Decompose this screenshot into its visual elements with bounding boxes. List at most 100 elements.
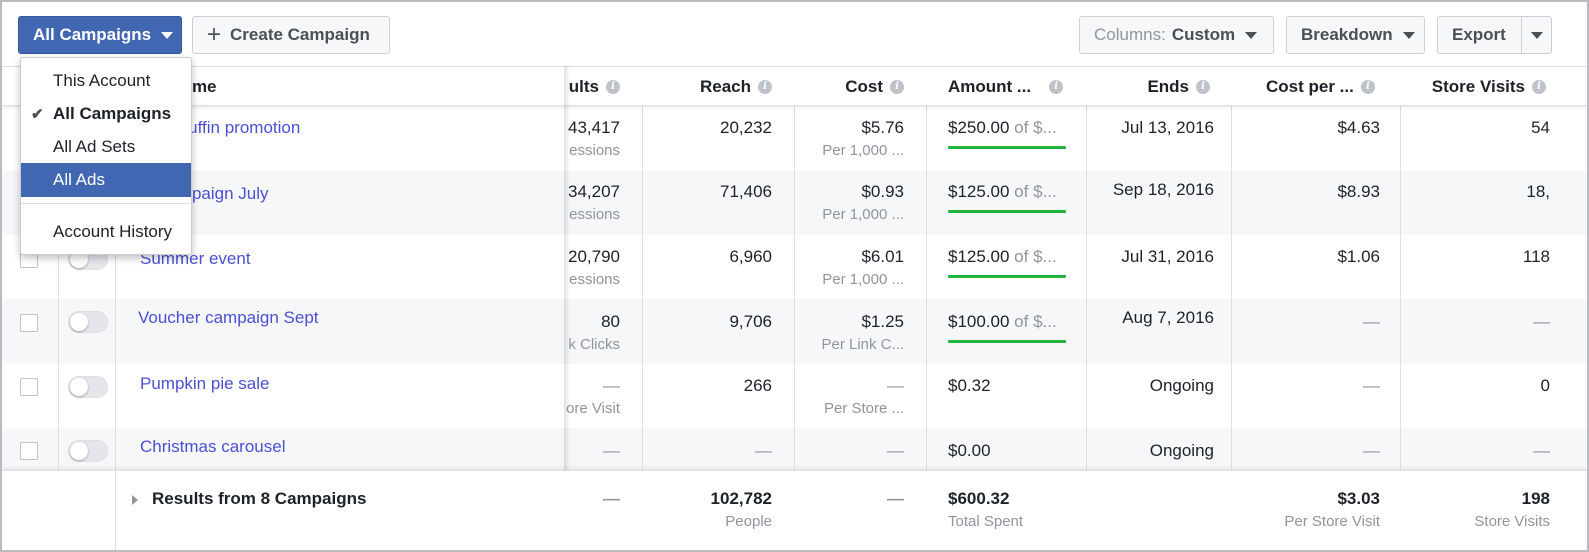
cost-per-value: — (1363, 312, 1380, 331)
header-label: ults (568, 77, 599, 96)
campaign-toggle[interactable] (68, 311, 108, 333)
store-visits-value: 18, (1526, 182, 1550, 201)
info-icon[interactable]: i (1049, 80, 1064, 94)
totals-store-visits-value: 198 (1521, 489, 1550, 508)
results-unit: essions (569, 206, 620, 223)
create-campaign-button[interactable]: + Create Campaign (192, 16, 390, 54)
breakdown-dropdown[interactable]: Breakdown (1286, 16, 1425, 54)
expand-triangle-icon[interactable] (132, 494, 138, 505)
totals-reach-value: 102,782 (710, 489, 772, 508)
campaign-name-link[interactable]: Pumpkin pie sale (140, 374, 270, 393)
amount-cell: $0.32 (948, 376, 991, 396)
cost-value: — (887, 376, 904, 395)
menu-item-account-history[interactable]: Account History (21, 215, 191, 249)
results-value: 34,207 (568, 182, 620, 201)
info-icon[interactable]: i (1532, 80, 1546, 94)
cost-value: $0.93 (861, 182, 904, 201)
info-icon[interactable]: i (758, 80, 772, 94)
export-label: Export (1452, 25, 1506, 44)
reach-value: — (755, 441, 772, 460)
amount-value: $125.00 (948, 182, 1010, 201)
menu-item-all-ad-sets[interactable]: All Ad Sets (21, 130, 191, 164)
menu-item-this-account[interactable]: This Account (21, 64, 191, 98)
results-cell: 43,417 essions (522, 118, 620, 159)
totals-reach-unit: People (725, 513, 772, 530)
column-header-ends[interactable]: Ends i (1092, 67, 1210, 107)
caret-down-icon (1531, 31, 1543, 39)
column-divider (1086, 66, 1087, 472)
plus-icon: + (207, 21, 222, 48)
row-checkbox[interactable] (20, 442, 38, 460)
cost-unit: Per Store ... (823, 400, 904, 417)
column-header-cost-per[interactable]: Cost per ... i (1266, 67, 1375, 107)
results-unit: essions (569, 271, 620, 288)
menu-item-all-ads[interactable]: All Ads (21, 163, 191, 197)
info-icon[interactable]: i (890, 80, 904, 94)
column-header-results[interactable]: ults i (562, 67, 620, 107)
column-header-cost[interactable]: Cost i (802, 67, 904, 107)
column-divider (926, 66, 927, 472)
info-icon[interactable]: i (606, 80, 620, 94)
menu-item-all-campaigns[interactable]: ✔ All Campaigns (21, 97, 191, 131)
amount-value: $100.00 (948, 312, 1010, 331)
spend-progress-bar (948, 210, 1066, 213)
store-visits-value: — (1533, 312, 1550, 331)
column-divider (58, 66, 59, 472)
export-options-button[interactable] (1521, 16, 1552, 54)
header-label: Amount ... (948, 77, 1032, 96)
info-icon[interactable]: i (1196, 80, 1210, 94)
results-cell: 34,207 essions (522, 182, 620, 223)
export-button[interactable]: Export (1437, 16, 1522, 54)
amount-budget: of $... (1009, 247, 1057, 266)
campaign-toggle[interactable] (68, 376, 108, 398)
create-campaign-label: Create Campaign (230, 25, 370, 44)
column-divider (794, 66, 795, 472)
checkmark-icon: ✔ (31, 106, 44, 123)
cost-value: $5.76 (861, 118, 904, 137)
header-label: Ends (1147, 77, 1189, 96)
totals-amount-value: $600.32 (948, 489, 1010, 508)
amount-value: $250.00 (948, 118, 1010, 137)
columns-prefix: Columns: (1094, 25, 1166, 44)
cost-value: — (887, 441, 904, 460)
store-visits-value: — (1533, 441, 1550, 460)
totals-label[interactable]: Results from 8 Campaigns (132, 489, 366, 509)
amount-budget: of $... (1009, 118, 1057, 137)
cost-value: $6.01 (861, 247, 904, 266)
cost-cell: $5.76 Per 1,000 ... (802, 118, 904, 159)
info-icon[interactable]: i (1360, 80, 1375, 94)
reach-value: 266 (743, 376, 772, 395)
ends-value: Ongoing (1149, 441, 1214, 460)
amount-cell: $125.00 of $... (948, 247, 1066, 278)
totals-cost-per: $3.03 Per Store Visit (1242, 489, 1380, 530)
header-label: Store Visits (1431, 77, 1525, 96)
column-header-reach[interactable]: Reach i (652, 67, 772, 107)
cost-per-value: $1.06 (1337, 247, 1380, 266)
totals-reach: 102,782 People (652, 489, 772, 530)
breakdown-label: Breakdown (1301, 25, 1393, 44)
amount-budget: of $... (1009, 312, 1057, 331)
column-header-amount[interactable]: Amount ... i (948, 67, 1064, 107)
reach-value: 71,406 (720, 182, 772, 201)
all-campaigns-dropdown[interactable]: All Campaigns (18, 16, 182, 54)
menu-item-label: All Campaigns (53, 104, 172, 123)
row-checkbox[interactable] (20, 378, 38, 396)
column-header-store-visits[interactable]: Store Visits i (1406, 67, 1546, 107)
spend-progress-bar (948, 146, 1066, 149)
cost-cell: $1.25 Per Link C... (802, 312, 904, 353)
columns-dropdown[interactable]: Columns: Custom (1079, 16, 1274, 54)
totals-amount-unit: Total Spent (948, 513, 1024, 530)
campaign-name-link[interactable]: Voucher campaign Sept (138, 308, 319, 327)
campaign-toggle[interactable] (68, 440, 108, 462)
menu-item-label: All Ads (53, 170, 105, 189)
results-cell: — ore Visit (522, 376, 620, 417)
results-value: 20,790 (568, 247, 620, 266)
campaign-name-link[interactable]: Christmas carousel (140, 437, 286, 456)
toolbar: All Campaigns + Create Campaign Columns:… (2, 2, 1587, 66)
cost-per-value: $4.63 (1337, 118, 1380, 137)
row-checkbox[interactable] (20, 314, 38, 332)
results-value: — (603, 376, 620, 395)
menu-item-label: All Ad Sets (53, 137, 136, 156)
